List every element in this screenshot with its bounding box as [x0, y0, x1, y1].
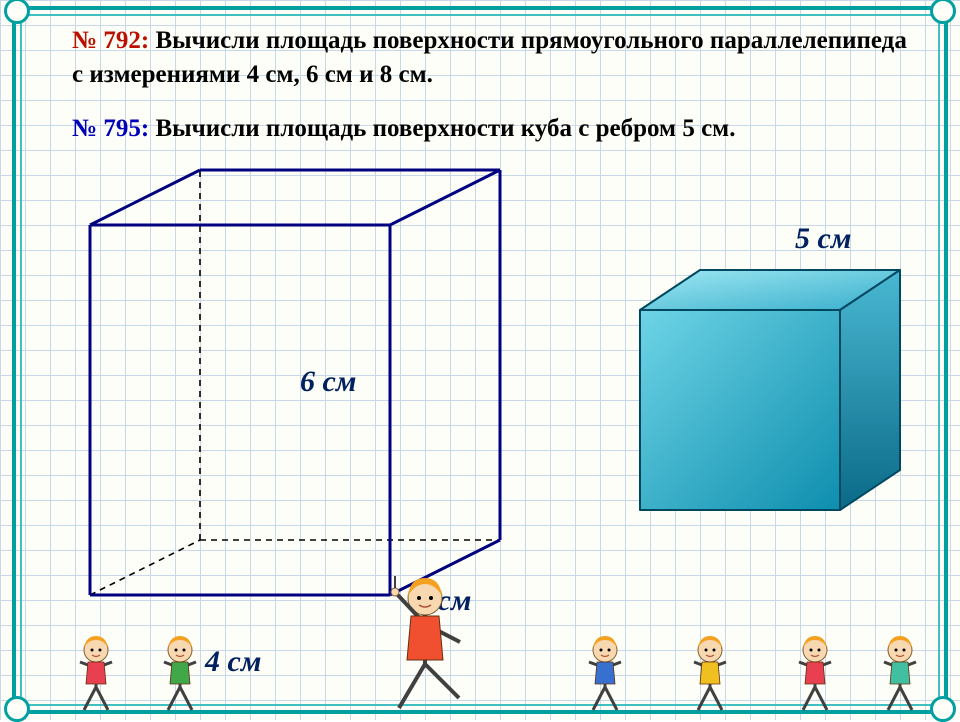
- label-5cm: 5 см: [795, 222, 851, 256]
- cartoon-kid: [66, 632, 126, 712]
- cartoon-kid: [150, 632, 210, 712]
- cartoon-kid: [575, 632, 635, 712]
- cube-solid: [640, 270, 900, 510]
- label-6cm: 6 см: [300, 365, 356, 399]
- label-4cm: 4 см: [205, 645, 261, 679]
- cartoon-kid: [870, 632, 930, 712]
- cartoon-kid: [785, 632, 845, 712]
- cartoon-kid-large: [365, 572, 485, 712]
- parallelepiped-wireframe: [90, 170, 500, 595]
- cartoon-kid: [680, 632, 740, 712]
